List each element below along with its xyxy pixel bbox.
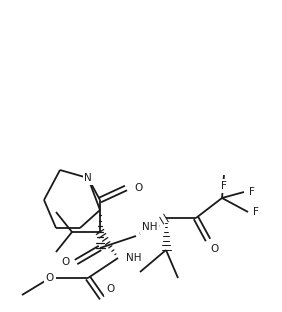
Text: F: F (249, 187, 255, 197)
Text: NH: NH (142, 222, 158, 232)
Text: O: O (106, 284, 114, 294)
Text: F: F (221, 181, 227, 191)
Text: O: O (62, 257, 70, 267)
Text: N: N (84, 173, 92, 183)
Text: O: O (210, 244, 218, 254)
Text: NH: NH (126, 253, 142, 263)
Text: O: O (46, 273, 54, 283)
Text: O: O (134, 183, 142, 193)
Text: F: F (253, 207, 259, 217)
